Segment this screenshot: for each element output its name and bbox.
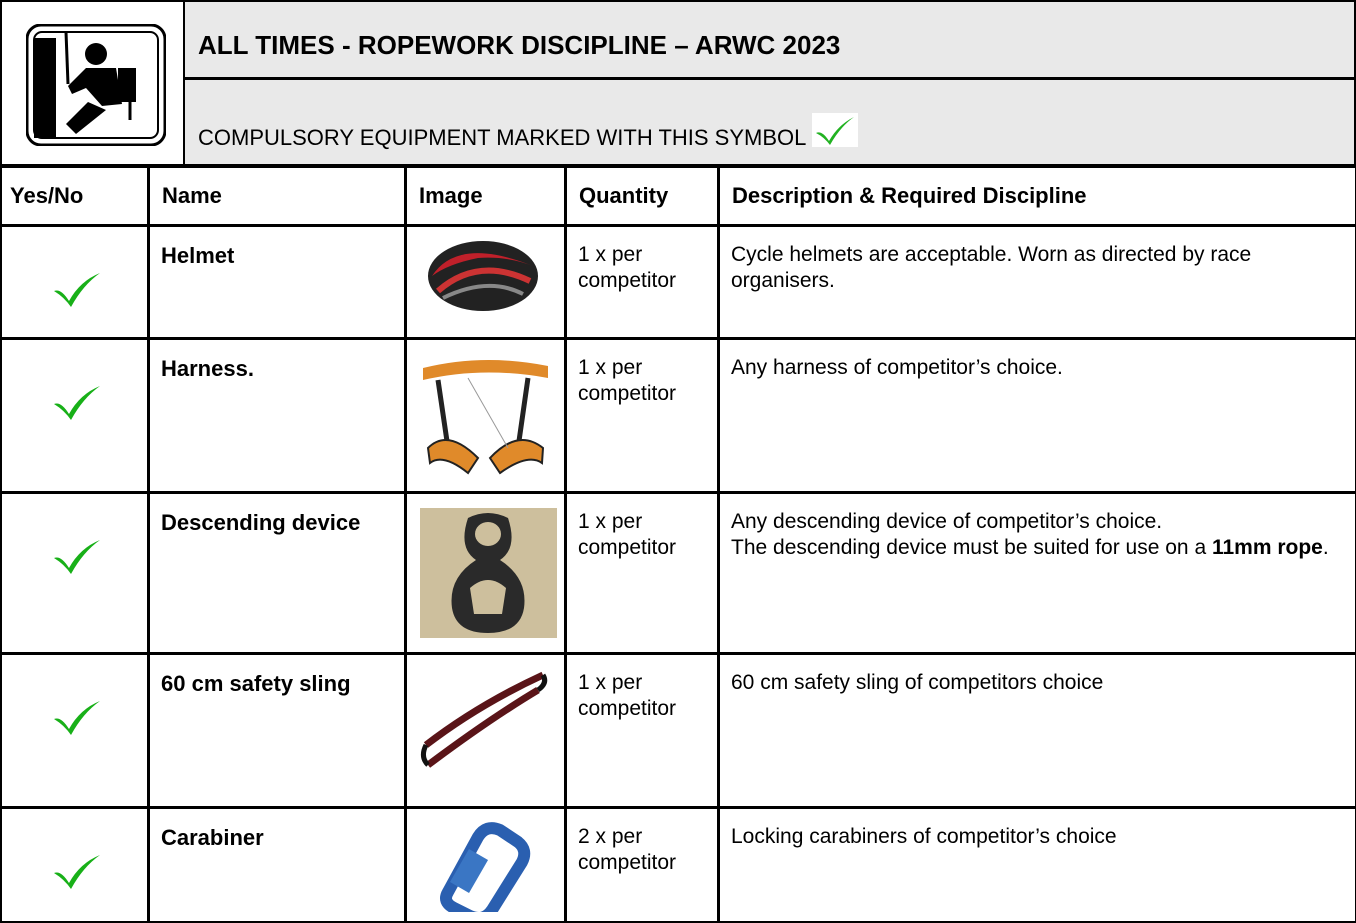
description: Locking carabiners of competitor’s choic… [731,824,1351,850]
description-line: Cycle helmets are acceptable. Worn as di… [731,242,1351,294]
check-symbol [811,113,858,147]
item-name: 60 cm safety sling [161,671,351,696]
header-divider [183,77,1356,80]
description-text: The descending device must be suited for… [731,536,1212,559]
header-title-area [183,0,1356,166]
description-text: 60 cm safety sling of competitors choice [731,671,1104,694]
subtitle-text: COMPULSORY EQUIPMENT MARKED WITH THIS SY… [198,125,806,150]
column-header: Name [162,183,222,208]
description-text: 11mm rope [1211,536,1323,559]
column-header: Description & Required Discipline [732,183,1087,208]
item-name: Harness. [161,356,254,381]
check-mark [54,386,100,420]
title: ALL TIMES - ROPEWORK DISCIPLINE – ARWC 2… [198,30,841,60]
description-text: Any harness of competitor’s choice. [731,356,1063,379]
description-line: Locking carabiners of competitor’s choic… [731,824,1351,850]
item-image [428,241,538,311]
description-line: 60 cm safety sling of competitors choice [731,670,1351,696]
quantity: 1 x per competitor [578,671,677,720]
description: Any descending device of competitor’s ch… [731,509,1351,561]
description-text: Locking carabiners of competitor’s choic… [731,825,1117,848]
quantity: 1 x per competitor [578,356,677,405]
quantity: 1 x per competitor [578,243,677,292]
description: Any harness of competitor’s choice. [731,355,1351,381]
quantity: 1 x per competitor [578,510,677,559]
quantity: 2 x per competitor [578,825,677,874]
item-name: Descending device [161,510,361,535]
item-name: Carabiner [161,825,264,850]
item-image [440,822,531,912]
ropework-icon [26,24,166,146]
description-text: . [1322,536,1329,559]
description: 60 cm safety sling of competitors choice [731,670,1351,696]
check-mark [54,701,100,735]
description-text: Cycle helmets are acceptable. Worn as di… [731,243,1252,292]
item-name: Helmet [161,243,235,268]
check-mark [54,273,100,307]
check-mark [54,855,100,889]
column-header: Image [419,183,483,208]
column-header: Yes/No [10,183,84,208]
item-image [420,508,557,638]
check-mark [54,540,100,574]
item-image [420,671,548,768]
subtitle: COMPULSORY EQUIPMENT MARKED WITH THIS SY… [198,113,858,153]
description-line: The descending device must be suited for… [731,535,1351,561]
description-line: Any descending device of competitor’s ch… [731,509,1351,535]
item-image [423,359,548,475]
description: Cycle helmets are acceptable. Worn as di… [731,242,1351,294]
description-text: Any descending device of competitor’s ch… [731,510,1163,533]
description-line: Any harness of competitor’s choice. [731,355,1351,381]
column-header: Quantity [579,183,669,208]
